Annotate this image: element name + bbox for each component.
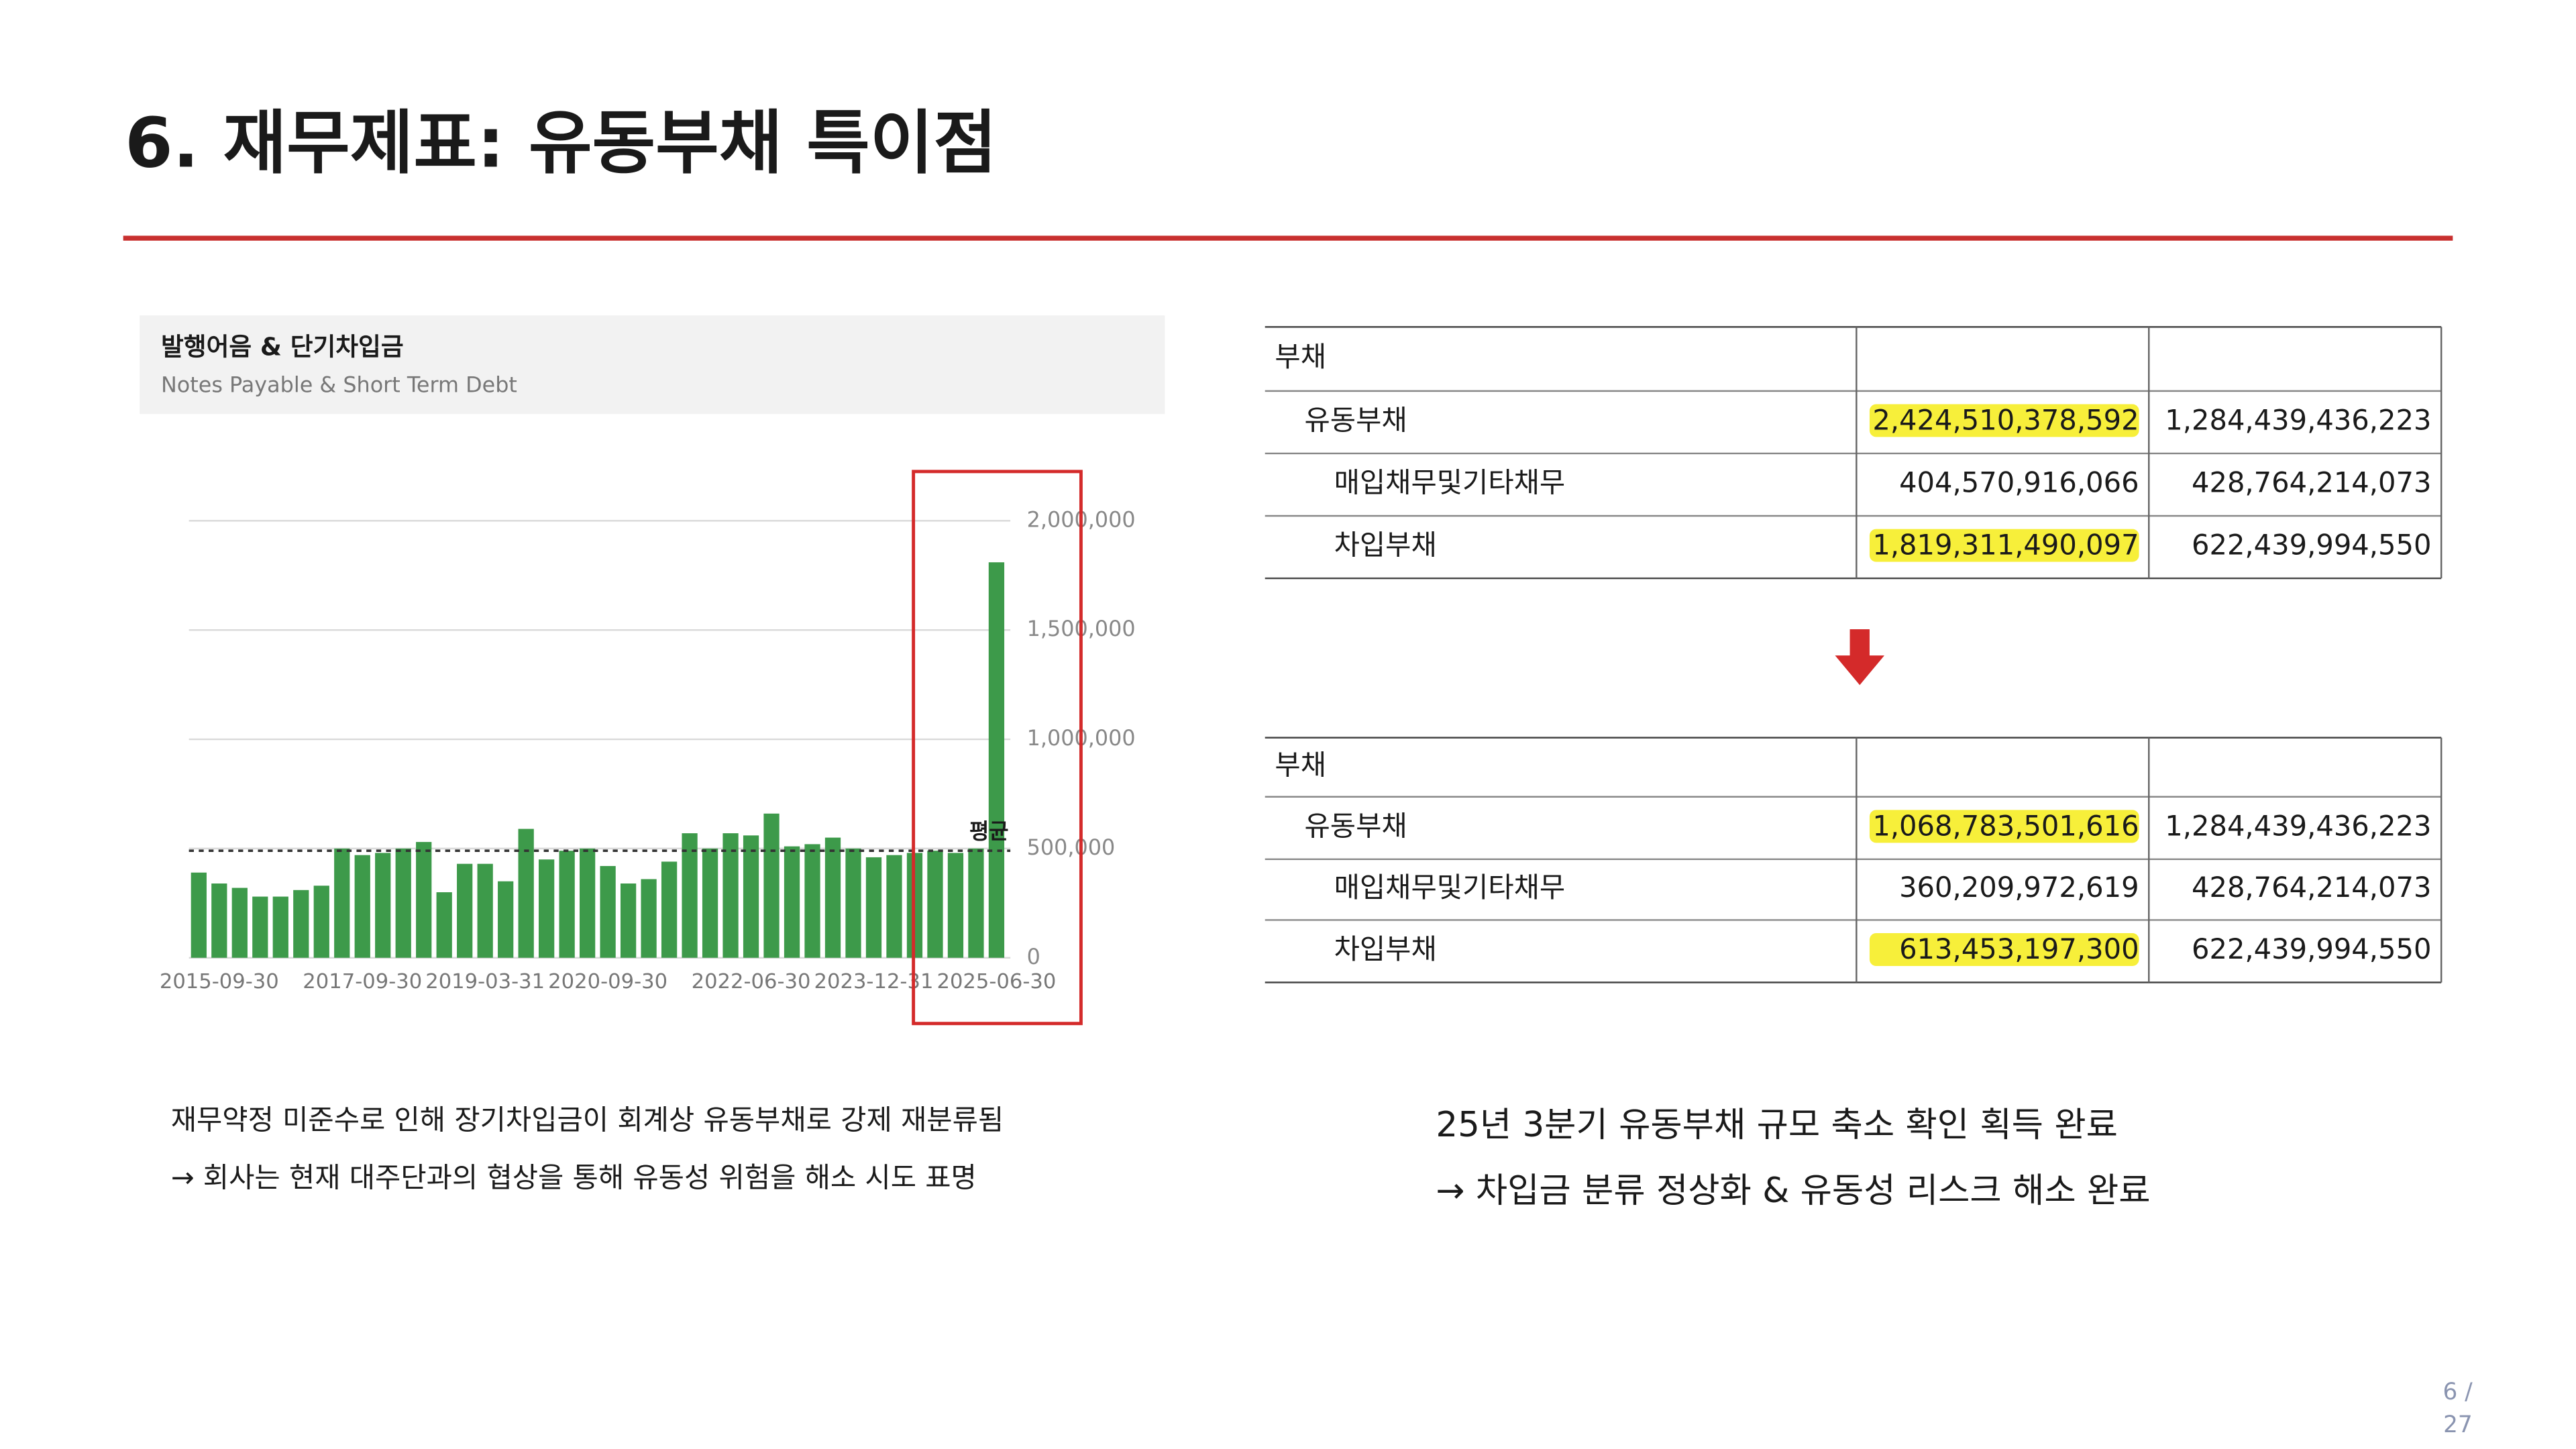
- cell-value: 1,819,311,490,097: [1872, 529, 2139, 561]
- average-label: 평균: [969, 818, 1009, 844]
- cell-value: 360,209,972,619: [1899, 871, 2139, 904]
- cell-value: 404,570,916,066: [1899, 466, 2139, 498]
- bar: [763, 813, 780, 958]
- bar: [518, 828, 534, 958]
- text-highlight: [1869, 529, 2139, 562]
- bar: [641, 879, 657, 958]
- bar: [191, 872, 207, 958]
- bar: [272, 896, 288, 958]
- x-tick-label: 2019-03-31: [425, 970, 545, 994]
- bar: [600, 865, 616, 958]
- bar: [395, 848, 411, 958]
- cell-value: 428,764,214,073: [2192, 466, 2432, 498]
- bar: [661, 861, 678, 958]
- chart-header-bg: [140, 315, 1165, 415]
- cell-value: 1,284,439,436,223: [2165, 809, 2431, 842]
- x-tick-label: 2015-09-30: [160, 970, 279, 994]
- bar: [682, 833, 698, 958]
- cell-value: 622,439,994,550: [2192, 932, 2432, 965]
- highlight-box: [912, 470, 1083, 1026]
- chart-title: 발행어음 & 단기차입금: [161, 333, 404, 362]
- bar: [722, 833, 739, 958]
- caption-right: → 차입금 분류 정상화 & 유동성 리스크 해소 완료: [1436, 1171, 2150, 1211]
- cell-value: 1,068,783,501,616: [1872, 809, 2139, 842]
- row-label: 차입부채: [1334, 529, 1437, 561]
- row-label: 부채: [1275, 749, 1326, 782]
- bar: [824, 837, 841, 958]
- page-number: 27: [2443, 1411, 2473, 1438]
- y-tick-label: 0: [1027, 944, 1040, 969]
- bar: [436, 892, 452, 958]
- bar: [845, 848, 861, 958]
- bar: [334, 848, 350, 958]
- bar: [416, 842, 432, 958]
- bar: [784, 846, 800, 958]
- text-highlight: [1869, 933, 2139, 966]
- bar: [886, 855, 902, 958]
- bar: [927, 851, 943, 958]
- cell-value: 613,453,197,300: [1899, 932, 2139, 965]
- slide-title: 6. 재무제표: 유동부채 특이점: [125, 104, 997, 184]
- cell-value: 622,439,994,550: [2192, 529, 2432, 561]
- x-tick-label: 2023-12-31: [814, 970, 934, 994]
- cell-value: 1,284,439,436,223: [2165, 403, 2431, 436]
- bar: [498, 881, 514, 958]
- bar: [559, 851, 575, 958]
- text-highlight: [1869, 810, 2139, 843]
- bar: [477, 863, 493, 958]
- bar: [743, 835, 759, 958]
- bar: [968, 848, 984, 958]
- row-label: 부채: [1275, 340, 1326, 373]
- bar: [293, 890, 309, 958]
- row-label: 매입채무및기타채무: [1334, 871, 1566, 904]
- x-tick-label: 2022-06-30: [692, 970, 811, 994]
- bar: [211, 883, 227, 958]
- bar: [804, 844, 820, 958]
- caption-right: 25년 3분기 유동부채 규모 축소 확인 획득 완료: [1436, 1105, 2118, 1145]
- bar: [947, 853, 964, 958]
- bar: [231, 888, 248, 958]
- page-number: 6 /: [2443, 1379, 2473, 1405]
- chart: 0500,0001,000,0001,500,0002,000,0002015-…: [160, 506, 1136, 994]
- text-highlight: [1869, 404, 2139, 437]
- bar: [620, 883, 637, 958]
- row-label: 유동부채: [1304, 809, 1407, 842]
- caption-left: → 회사는 현재 대주단과의 협상을 통해 유동성 위험을 해소 시도 표명: [171, 1161, 977, 1193]
- x-tick-label: 2017-09-30: [303, 970, 422, 994]
- bar: [354, 855, 370, 958]
- caption-left: 재무약정 미준수로 인해 장기차입금이 회계상 유동부채로 강제 재분류됨: [171, 1104, 1004, 1136]
- row-label: 차입부채: [1334, 932, 1437, 965]
- x-tick-label: 2020-09-30: [548, 970, 667, 994]
- bar: [457, 863, 473, 958]
- bar: [865, 857, 882, 958]
- bar: [375, 853, 391, 958]
- cell-value: 428,764,214,073: [2192, 871, 2432, 904]
- row-label: 매입채무및기타채무: [1334, 466, 1566, 498]
- down-arrow: [1835, 629, 1884, 686]
- y-tick-label: 500,000: [1027, 835, 1116, 860]
- chart-subtitle: Notes Payable & Short Term Debt: [161, 372, 517, 398]
- row-label: 유동부채: [1304, 403, 1407, 436]
- bar: [702, 848, 718, 958]
- bar: [252, 896, 268, 958]
- bar: [988, 562, 1005, 958]
- cell-value: 2,424,510,378,592: [1872, 403, 2139, 436]
- x-tick-label: 2025-06-30: [936, 970, 1056, 994]
- bar: [313, 885, 329, 958]
- bar: [539, 859, 555, 958]
- bar: [580, 848, 596, 958]
